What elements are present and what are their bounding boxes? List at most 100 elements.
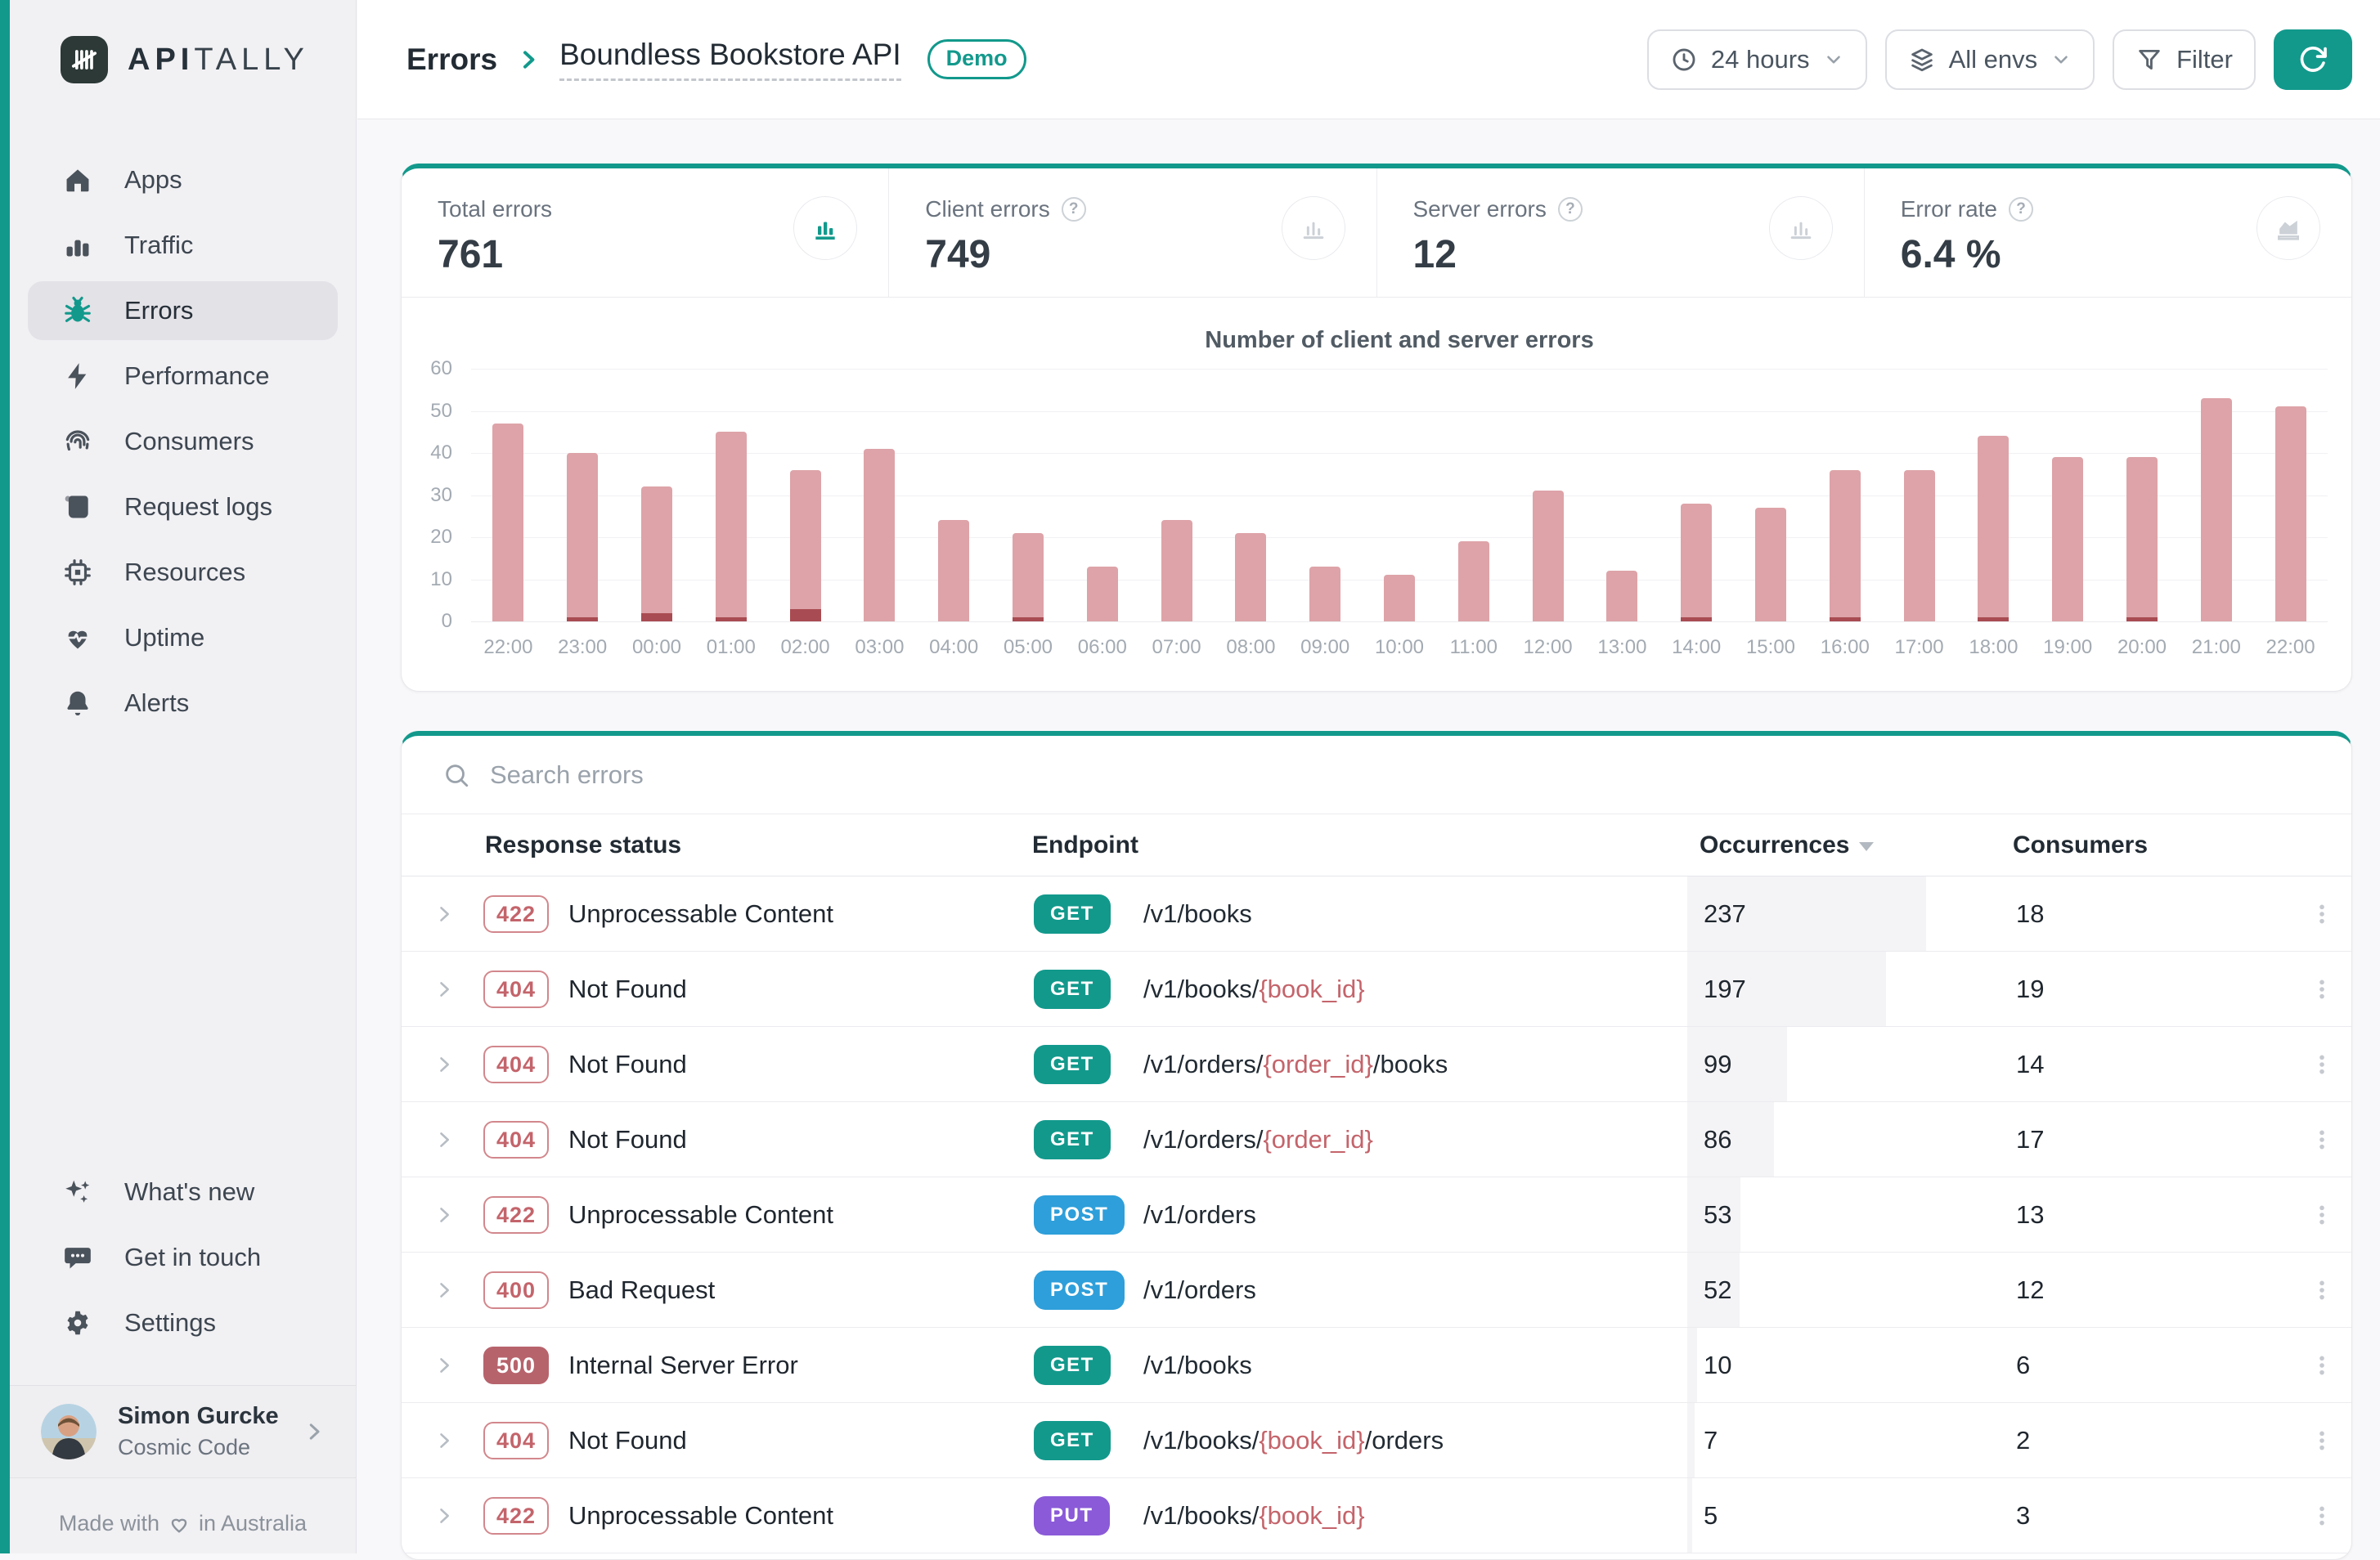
error-bar[interactable] <box>1309 567 1340 621</box>
error-bar[interactable] <box>1830 470 1861 621</box>
method-badge: GET <box>1034 894 1111 934</box>
row-menu-button[interactable] <box>2304 1197 2340 1233</box>
sort-desc-icon <box>1859 842 1874 851</box>
error-bar[interactable] <box>1458 541 1489 621</box>
x-axis-tick: 15:00 <box>1734 636 1808 659</box>
refresh-button[interactable] <box>2274 29 2352 90</box>
x-axis-tick: 05:00 <box>991 636 1066 659</box>
expand-chevron-icon[interactable] <box>433 1204 456 1226</box>
expand-chevron-icon[interactable] <box>433 1504 456 1527</box>
avatar <box>41 1404 97 1459</box>
sidebar-item-uptime[interactable]: Uptime <box>28 608 338 667</box>
error-row[interactable]: 500 Internal Server Error GET /v1/books … <box>402 1328 2351 1403</box>
error-row[interactable]: 404 Not Found GET /v1/books/{book_id}/or… <box>402 1403 2351 1478</box>
method-badge: GET <box>1034 1346 1111 1385</box>
col-endpoint[interactable]: Endpoint <box>1032 814 1138 876</box>
expand-chevron-icon[interactable] <box>433 1128 456 1151</box>
error-bar[interactable] <box>1904 470 1935 621</box>
help-icon[interactable]: ? <box>1062 197 1086 222</box>
path-param: {book_id} <box>1259 975 1364 1003</box>
row-menu-button[interactable] <box>2304 971 2340 1007</box>
error-bar[interactable] <box>864 449 895 621</box>
error-bar[interactable] <box>1606 571 1637 621</box>
area-chart-toggle-icon[interactable] <box>2257 196 2320 260</box>
search-input[interactable] <box>490 736 2310 814</box>
filter-button[interactable]: Filter <box>2113 29 2256 90</box>
sidebar-footer: What's new Get in touch Settings <box>10 1156 356 1359</box>
bar-chart-toggle-icon[interactable] <box>1282 196 1345 260</box>
sidebar-item-traffic[interactable]: Traffic <box>28 216 338 275</box>
expand-chevron-icon[interactable] <box>433 978 456 1001</box>
sidebar-item-alerts[interactable]: Alerts <box>28 674 338 733</box>
user-menu[interactable]: Simon Gurcke Cosmic Code <box>10 1385 356 1478</box>
error-bar[interactable] <box>2126 457 2158 621</box>
heart-pulse-icon <box>62 622 93 653</box>
sidebar-item-errors[interactable]: Errors <box>28 281 338 340</box>
row-menu-button[interactable] <box>2304 1272 2340 1308</box>
bar-chart-toggle-icon[interactable] <box>793 196 857 260</box>
error-bar[interactable] <box>1384 575 1415 621</box>
col-consumers[interactable]: Consumers <box>2013 814 2148 876</box>
env-button[interactable]: All envs <box>1885 29 2095 90</box>
error-bar[interactable] <box>641 486 672 621</box>
sidebar-item-settings[interactable]: Settings <box>28 1293 338 1352</box>
col-occurrences[interactable]: Occurrences <box>1700 814 1874 876</box>
endpoint-path: /v1/books <box>1143 876 1252 952</box>
row-menu-button[interactable] <box>2304 1347 2340 1383</box>
error-bar[interactable] <box>1235 533 1266 621</box>
error-row[interactable]: 422 Unprocessable Content POST /v1/order… <box>402 1177 2351 1253</box>
error-bar[interactable] <box>938 520 969 621</box>
sidebar-item-apps[interactable]: Apps <box>28 150 338 209</box>
x-axis-tick: 20:00 <box>2105 636 2180 659</box>
sidebar-item-request-logs[interactable]: Request logs <box>28 477 338 536</box>
error-bar[interactable] <box>1755 508 1786 621</box>
bar-chart-toggle-icon[interactable] <box>1769 196 1833 260</box>
row-menu-button[interactable] <box>2304 896 2340 932</box>
expand-chevron-icon[interactable] <box>433 1279 456 1302</box>
error-bar[interactable] <box>1533 491 1564 621</box>
expand-chevron-icon[interactable] <box>433 1429 456 1452</box>
error-row[interactable]: 404 Not Found GET /v1/orders/{order_id} … <box>402 1102 2351 1177</box>
sidebar-item-get-in-touch[interactable]: Get in touch <box>28 1228 338 1287</box>
error-row[interactable]: 422 Unprocessable Content GET /v1/books … <box>402 876 2351 952</box>
heart-icon <box>168 1513 191 1535</box>
error-bar[interactable] <box>2052 457 2083 621</box>
breadcrumb-app-selector[interactable]: Boundless Bookstore API <box>559 38 901 81</box>
brand[interactable]: APITALLY <box>10 0 356 83</box>
sidebar-item-performance[interactable]: Performance <box>28 347 338 406</box>
row-menu-button[interactable] <box>2304 1498 2340 1534</box>
row-menu-button[interactable] <box>2304 1423 2340 1459</box>
expand-chevron-icon[interactable] <box>433 1053 456 1076</box>
help-icon[interactable]: ? <box>1558 197 1583 222</box>
error-row[interactable]: 404 Not Found GET /v1/books/{book_id} 19… <box>402 952 2351 1027</box>
sidebar-item-consumers[interactable]: Consumers <box>28 412 338 471</box>
sidebar-item-whats-new[interactable]: What's new <box>28 1163 338 1222</box>
consumers-value: 13 <box>2016 1177 2044 1253</box>
error-bar[interactable] <box>1087 567 1118 621</box>
expand-chevron-icon[interactable] <box>433 903 456 926</box>
gridline <box>471 453 2328 454</box>
error-bar[interactable] <box>2275 406 2306 621</box>
expand-chevron-icon[interactable] <box>433 1354 456 1377</box>
error-bar[interactable] <box>1681 504 1712 621</box>
error-bar[interactable] <box>716 432 747 621</box>
error-row[interactable]: 404 Not Found GET /v1/orders/{order_id}/… <box>402 1027 2351 1102</box>
col-response-status[interactable]: Response status <box>485 814 681 876</box>
help-icon[interactable]: ? <box>2009 197 2033 222</box>
consumers-value: 6 <box>2016 1328 2030 1403</box>
error-bar[interactable] <box>790 470 821 621</box>
error-row[interactable]: 422 Unprocessable Content PUT /v1/books/… <box>402 1478 2351 1553</box>
time-range-button[interactable]: 24 hours <box>1647 29 1867 90</box>
sidebar-item-resources[interactable]: Resources <box>28 543 338 602</box>
error-bar[interactable] <box>1161 520 1192 621</box>
stat-total-errors: Total errors 761 <box>402 168 888 297</box>
row-menu-button[interactable] <box>2304 1047 2340 1083</box>
error-bar[interactable] <box>2201 398 2232 621</box>
stat-label: Total errors <box>438 196 552 222</box>
row-menu-button[interactable] <box>2304 1122 2340 1158</box>
error-bar[interactable] <box>1978 436 2009 621</box>
error-row[interactable]: 400 Bad Request POST /v1/orders 52 12 <box>402 1253 2351 1328</box>
error-bar[interactable] <box>492 424 523 621</box>
error-bar[interactable] <box>1013 533 1044 621</box>
error-bar[interactable] <box>567 453 598 621</box>
